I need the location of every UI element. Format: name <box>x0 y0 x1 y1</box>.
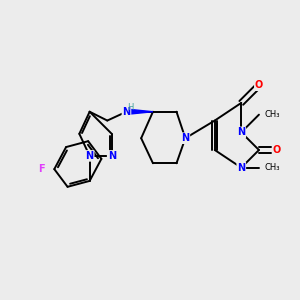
Text: O: O <box>272 145 281 155</box>
Text: N: N <box>237 163 245 173</box>
Text: N: N <box>85 151 94 161</box>
Text: H: H <box>127 103 133 112</box>
Text: N: N <box>237 127 245 137</box>
Text: CH₃: CH₃ <box>265 110 280 119</box>
Text: N: N <box>181 133 189 143</box>
Text: N: N <box>122 107 130 117</box>
Text: N: N <box>108 151 116 161</box>
Text: O: O <box>255 80 263 90</box>
Text: F: F <box>38 164 44 173</box>
Polygon shape <box>126 109 153 114</box>
Text: CH₃: CH₃ <box>265 163 280 172</box>
